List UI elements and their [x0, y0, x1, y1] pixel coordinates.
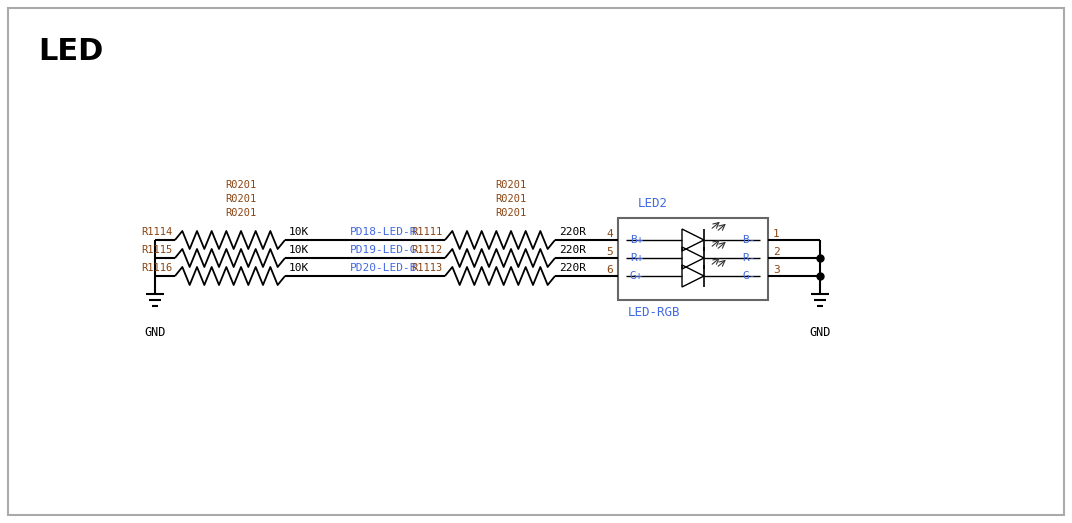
Text: R1113: R1113 [411, 263, 442, 273]
Text: R0201: R0201 [495, 194, 526, 204]
Text: LED: LED [38, 38, 103, 66]
Text: R1115: R1115 [140, 245, 172, 255]
Text: 2: 2 [773, 247, 779, 257]
Text: B-: B- [743, 235, 756, 245]
Text: LED2: LED2 [638, 197, 668, 210]
Text: G-: G- [743, 271, 756, 281]
Text: R0201: R0201 [225, 180, 256, 190]
Text: 3: 3 [773, 265, 779, 275]
Text: 10K: 10K [289, 227, 309, 237]
Text: GND: GND [145, 326, 166, 339]
Text: R0201: R0201 [225, 194, 256, 204]
Text: R1116: R1116 [140, 263, 172, 273]
Text: GND: GND [809, 326, 831, 339]
Text: 4: 4 [607, 229, 613, 239]
Text: R1114: R1114 [140, 227, 172, 237]
Text: 6: 6 [607, 265, 613, 275]
Text: 220R: 220R [559, 263, 586, 273]
Text: R0201: R0201 [225, 208, 256, 218]
Text: 5: 5 [607, 247, 613, 257]
Text: R+: R+ [630, 253, 643, 263]
Text: PD20-LED-B: PD20-LED-B [349, 263, 417, 273]
Text: LED-RGB: LED-RGB [628, 306, 681, 319]
Text: R0201: R0201 [495, 208, 526, 218]
Text: 10K: 10K [289, 245, 309, 255]
Text: PD19-LED-G: PD19-LED-G [349, 245, 417, 255]
Text: R1112: R1112 [411, 245, 442, 255]
Text: G+: G+ [630, 271, 643, 281]
Text: PD18-LED-R: PD18-LED-R [349, 227, 417, 237]
Text: 10K: 10K [289, 263, 309, 273]
Text: R1111: R1111 [411, 227, 442, 237]
Text: 220R: 220R [559, 227, 586, 237]
Text: 220R: 220R [559, 245, 586, 255]
Bar [617, 218, 768, 300]
Text: B+: B+ [630, 235, 643, 245]
Text: R0201: R0201 [495, 180, 526, 190]
Text: 1: 1 [773, 229, 779, 239]
Text: R-: R- [743, 253, 756, 263]
